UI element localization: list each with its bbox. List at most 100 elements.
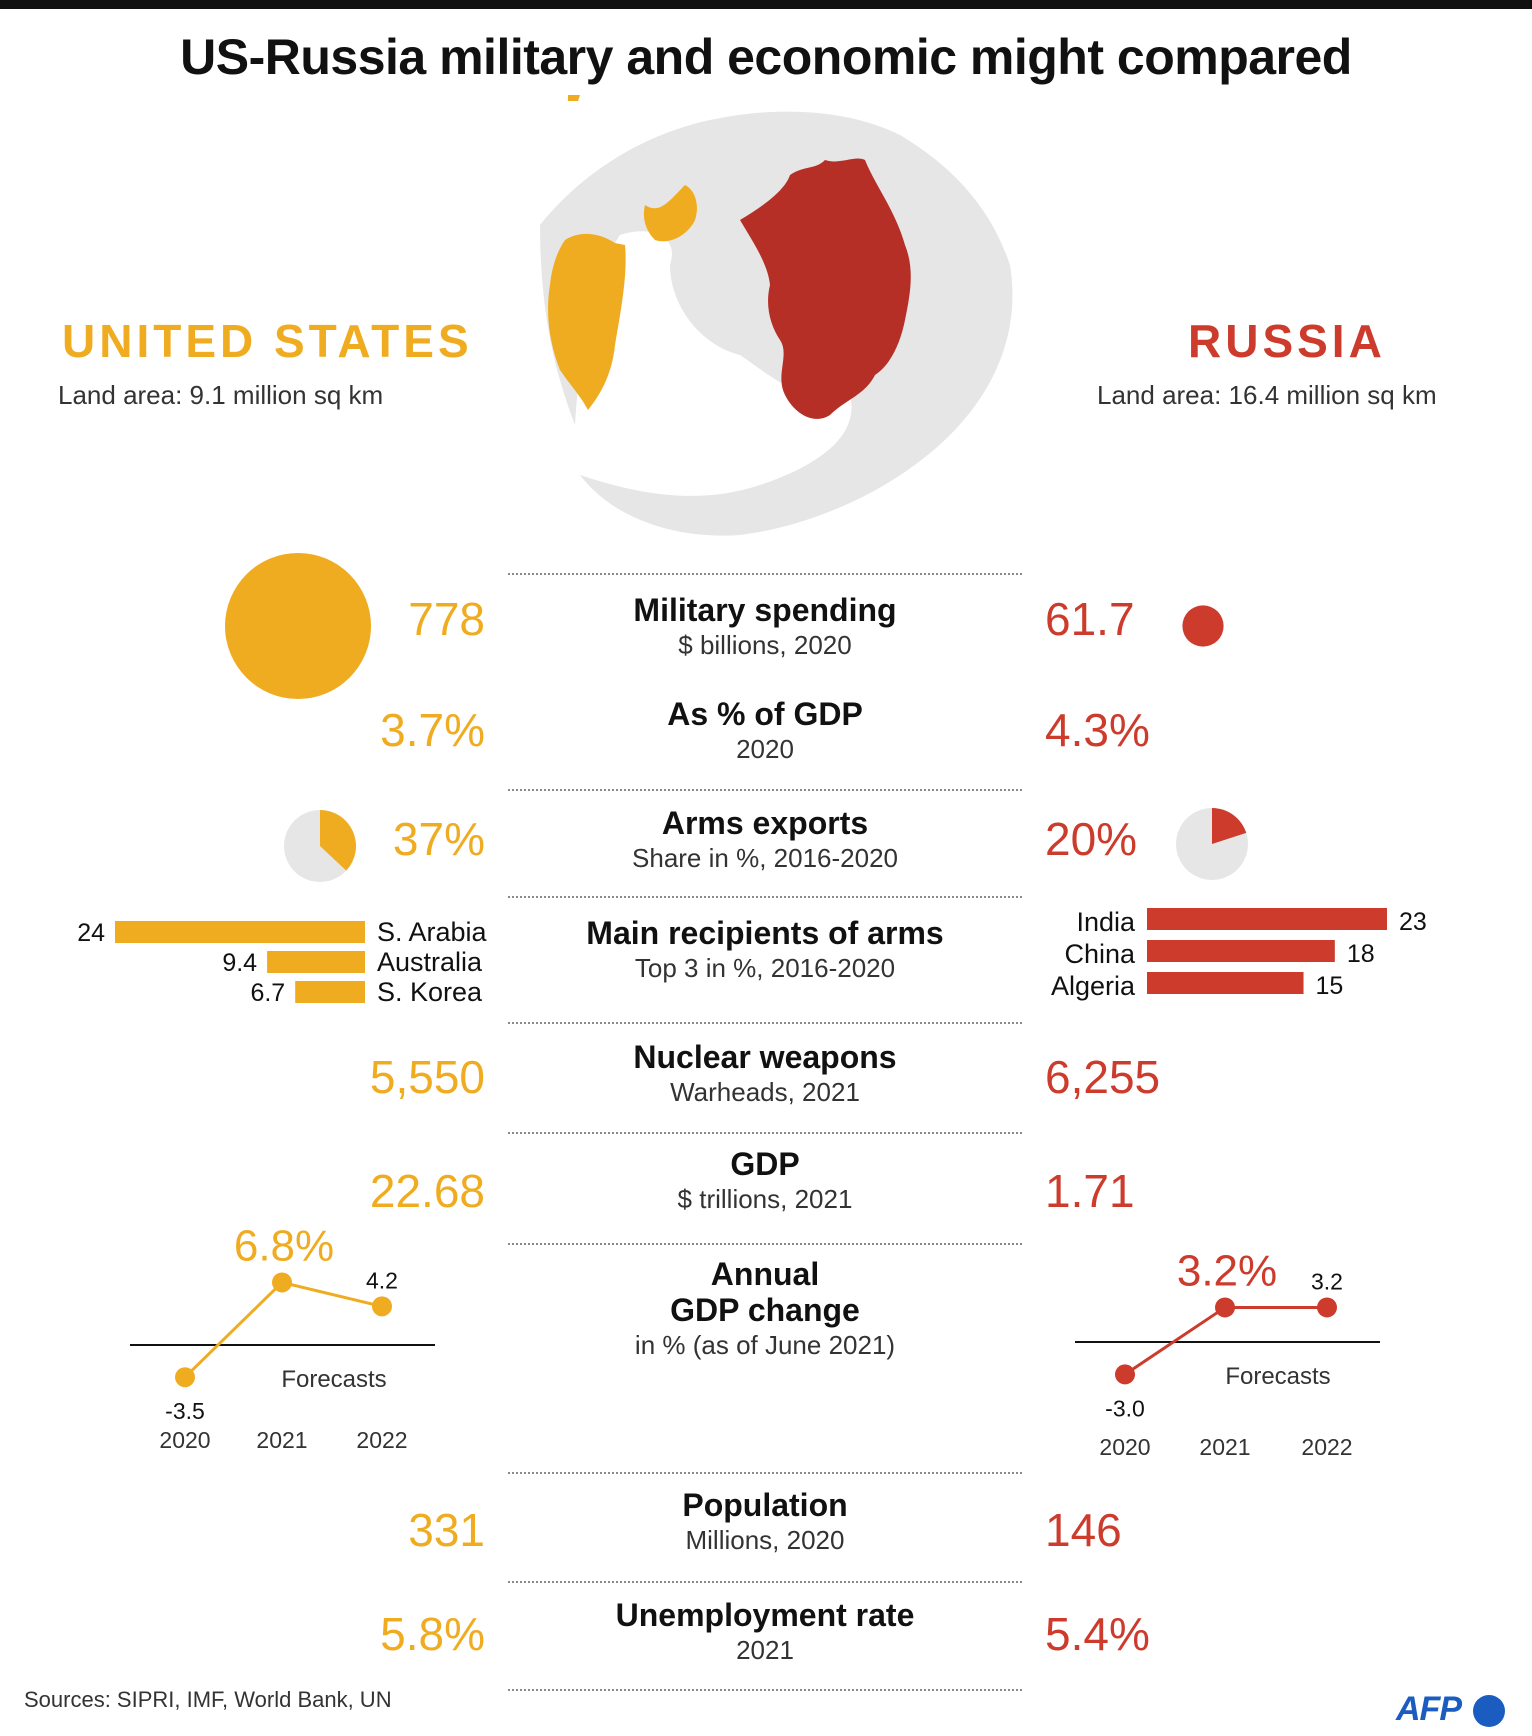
russia-recipient-value: 23	[1399, 908, 1427, 936]
russia-recipients-chart: India 23 China 18 Algeria 15	[1051, 907, 1427, 1001]
row-subtitle: Top 3 in %, 2016-2020	[634, 953, 896, 983]
gdp-change-label: 3.2%	[1177, 1246, 1277, 1295]
gdp-change-point	[1317, 1297, 1337, 1318]
row-title: Arms exports	[661, 805, 869, 841]
separator	[508, 896, 1022, 898]
separator	[508, 1022, 1022, 1024]
russia-pie-slice	[1212, 808, 1247, 844]
russia-recipient-value: 15	[1316, 972, 1344, 1000]
forecasts-label: Forecasts	[281, 1366, 386, 1393]
russia-recipient-name: Algeria	[1051, 971, 1136, 1001]
united-states-shape	[548, 185, 697, 410]
us-recipient-bar	[115, 921, 365, 943]
us-population-value: 331	[408, 1504, 485, 1556]
russia-recipient-bar	[1147, 940, 1335, 962]
row-subtitle: 2021	[736, 1635, 794, 1665]
russia-shape	[740, 158, 911, 419]
gdp-change-point	[175, 1367, 195, 1388]
us-recipient-name: Australia	[377, 947, 483, 977]
russia-recipient-bar	[1147, 972, 1304, 994]
separator	[508, 1689, 1022, 1691]
row-title: Military spending	[633, 592, 897, 628]
gdp-change-heading: Annual GDP change in % (as of June 2021)	[510, 1256, 1020, 1362]
us-land-area: Land area: 9.1 million sq km	[58, 380, 384, 410]
gdp-heading: GDP $ trillions, 2021	[510, 1146, 1020, 1216]
russia-unemployment-value: 5.4%	[1045, 1608, 1150, 1660]
arms-exports-heading: Arms exports Share in %, 2016-2020	[510, 805, 1020, 875]
russia-recipient-value: 18	[1347, 940, 1375, 968]
us-pct-gdp-value: 3.7%	[380, 704, 485, 756]
page-title: US-Russia military and economic might co…	[180, 29, 1352, 85]
row-subtitle: $ billions, 2020	[678, 630, 852, 660]
separator	[508, 1472, 1022, 1474]
row-title-line1: Annual	[710, 1256, 820, 1292]
russia-gdp-change-chart: -3.0 2020 3.2% 2021 3.2 2022 Forecasts	[1075, 1246, 1380, 1460]
gdp-change-point	[1215, 1297, 1235, 1318]
pct-gdp-heading: As % of GDP 2020	[510, 696, 1020, 766]
us-pie-slice	[320, 810, 356, 871]
row-title: Population	[682, 1487, 848, 1523]
x-tick-label: 2020	[1099, 1434, 1150, 1460]
us-gdp-value: 22.68	[369, 1165, 485, 1217]
russia-arms-pie	[1176, 808, 1248, 880]
russia-arms-value: 20%	[1045, 813, 1138, 865]
x-tick-label: 2022	[1301, 1434, 1352, 1460]
us-recipient-value: 9.4	[222, 949, 257, 977]
x-tick-label: 2020	[159, 1427, 210, 1453]
sources-note: Sources: SIPRI, IMF, World Bank, UN	[24, 1687, 392, 1712]
russia-recipient-name: India	[1076, 907, 1136, 937]
gdp-change-line	[183, 1280, 383, 1379]
x-tick-label: 2021	[1199, 1434, 1250, 1460]
row-subtitle: 2020	[736, 734, 794, 764]
separator	[508, 1243, 1022, 1245]
us-nuclear-value: 5,550	[369, 1051, 485, 1103]
russia-military-value: 61.7	[1045, 593, 1135, 645]
row-subtitle: Millions, 2020	[685, 1525, 845, 1555]
unemployment-heading: Unemployment rate 2021	[510, 1597, 1020, 1667]
gdp-change-label: 6.8%	[234, 1230, 334, 1270]
afp-logo-dot	[1473, 1695, 1506, 1728]
gdp-change-point	[372, 1296, 392, 1317]
us-recipient-bar	[295, 981, 365, 1003]
x-tick-label: 2021	[256, 1427, 307, 1453]
top-bar	[0, 0, 1532, 9]
us-recipient-value: 6.7	[250, 979, 285, 1007]
row-subtitle: Warheads, 2021	[670, 1077, 860, 1107]
row-title: Unemployment rate	[615, 1597, 915, 1633]
russia-military-bubble	[1182, 605, 1224, 647]
recipients-heading: Main recipients of arms Top 3 in %, 2016…	[510, 915, 1020, 985]
afp-logo-text: AFP	[1396, 1690, 1461, 1728]
alaska-shape	[568, 95, 580, 101]
separator	[508, 1132, 1022, 1134]
gdp-change-label: 3.2	[1311, 1268, 1343, 1294]
us-gdp-change-chart: -3.5 2020 6.8% 2021 4.2 2022 Forecasts	[130, 1230, 435, 1453]
us-recipient-value: 24	[77, 919, 105, 947]
us-recipient-name: S. Korea	[377, 977, 483, 1007]
row-title-line2: GDP change	[670, 1292, 860, 1328]
gdp-change-label: 4.2	[366, 1267, 398, 1293]
separator	[508, 789, 1022, 791]
russia-heading: RUSSIA	[1188, 315, 1386, 367]
russia-recipient-name: China	[1064, 939, 1136, 969]
us-recipients-chart: 24 S. Arabia 9.4 Australia 6.7 S. Korea	[77, 917, 488, 1007]
russia-spending-circle	[1182, 605, 1224, 647]
us-recipient-name: S. Arabia	[377, 917, 488, 947]
separator	[508, 573, 1022, 575]
russia-nuclear-value: 6,255	[1045, 1051, 1161, 1103]
forecasts-label: Forecasts	[1225, 1363, 1330, 1390]
us-unemployment-value: 5.8%	[380, 1608, 485, 1660]
x-tick-label: 2022	[356, 1427, 407, 1453]
us-military-value: 778	[408, 593, 485, 645]
us-arms-value: 37%	[392, 813, 485, 865]
us-arms-pie	[284, 810, 356, 882]
row-title: GDP	[730, 1146, 800, 1182]
row-title: Main recipients of arms	[586, 915, 944, 951]
gdp-change-label: -3.0	[1105, 1395, 1145, 1421]
us-military-bubble	[225, 553, 371, 699]
russia-land-area: Land area: 16.4 million sq km	[1097, 380, 1437, 410]
population-heading: Population Millions, 2020	[510, 1487, 1020, 1557]
afp-logo: AFP	[1396, 1690, 1506, 1729]
row-subtitle: in % (as of June 2021)	[634, 1330, 896, 1360]
russia-gdp-value: 1.71	[1045, 1165, 1135, 1217]
gdp-change-point	[1115, 1364, 1135, 1385]
